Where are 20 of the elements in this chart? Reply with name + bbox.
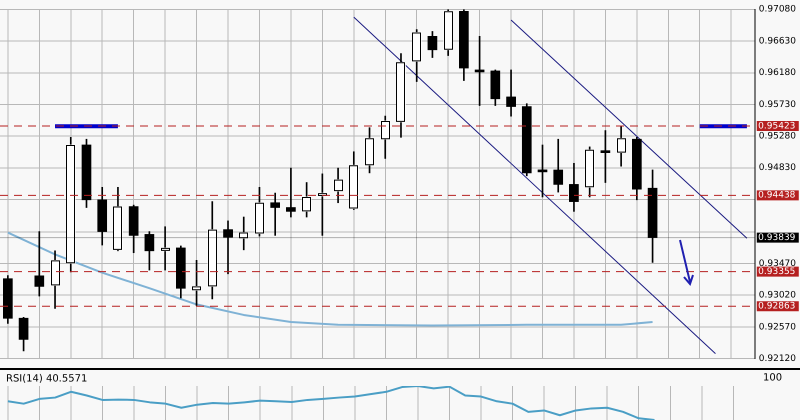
y-tick-label: 0.93020	[758, 290, 796, 301]
candlestick	[192, 260, 202, 306]
y-tick-label: 0.92120	[758, 354, 796, 364]
ref-line-label: 0.93355	[758, 266, 796, 277]
y-tick-label: 0.94830	[758, 163, 796, 174]
ref-line-label: 0.93839	[758, 232, 796, 243]
ref-line-label: 0.92863	[758, 302, 796, 312]
ref-line-label: 0.95423	[758, 121, 796, 132]
text: 100	[763, 372, 782, 384]
candlestick	[506, 70, 516, 116]
y-tick-label: 0.96630	[758, 36, 796, 46]
y-tick-label: 0.95730	[758, 100, 796, 110]
ref-line-label: 0.94438	[758, 190, 796, 201]
candlestick	[223, 220, 233, 274]
y-tick-label: 0.95280	[758, 131, 796, 142]
y-tick-label: 0.96180	[758, 68, 796, 78]
y-tick-label: 0.92570	[758, 322, 796, 332]
y-tick-label: 0.97080	[758, 4, 796, 15]
candlestick	[538, 144, 548, 198]
chart-title: RSI(14) 40.5571	[6, 374, 88, 385]
